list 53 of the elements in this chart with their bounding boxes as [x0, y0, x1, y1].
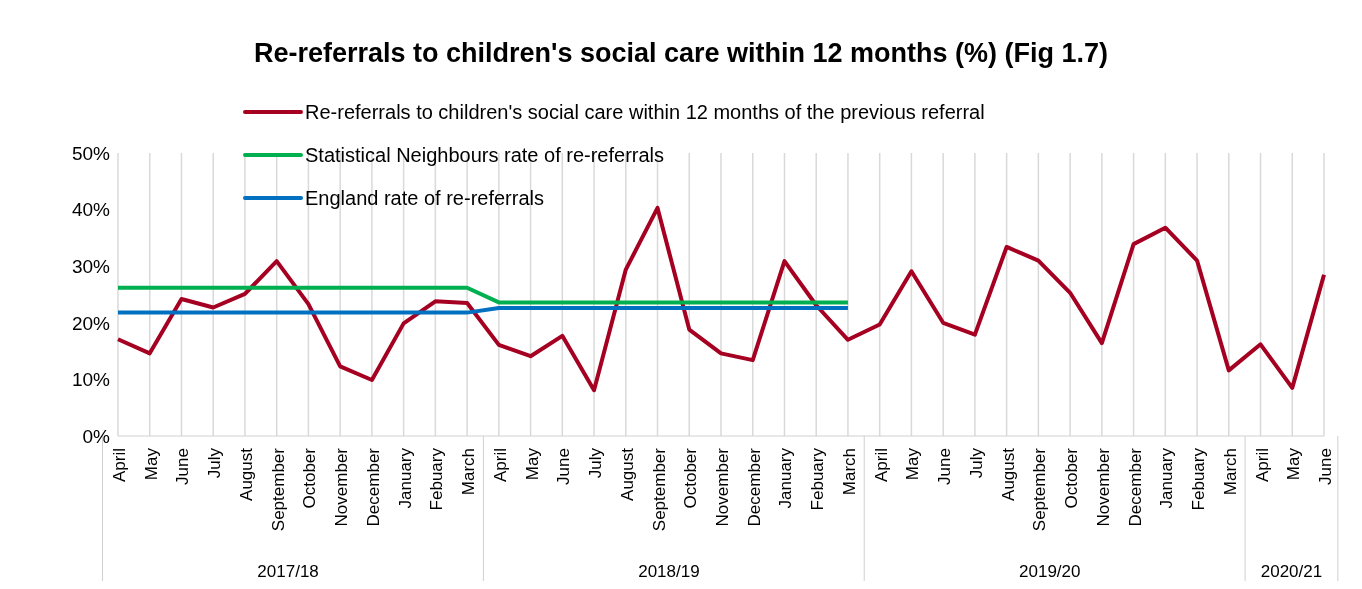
x-tick-label: April — [110, 448, 129, 483]
text: 2018/19 — [638, 562, 700, 581]
x-tick-label: July — [205, 447, 225, 479]
x-tick-label: July — [586, 447, 606, 479]
legend-label: Statistical Neighbours rate of re-referrals — [305, 143, 665, 167]
x-tick-label: November — [713, 447, 732, 527]
x-tick-label: September — [268, 447, 288, 532]
y-tick-label: 50% — [71, 142, 111, 164]
x-tick-label: June — [173, 448, 193, 485]
x-tick-label: September — [649, 447, 669, 532]
x-tick-label: Febuary — [808, 447, 828, 511]
x-tick-label: June — [1316, 448, 1335, 485]
x-tick-label: March — [459, 448, 479, 496]
x-tick-label: April — [490, 448, 510, 483]
x-tick-label: September — [1030, 447, 1050, 532]
y-tick-label: 10% — [71, 369, 111, 391]
y-tick-label: 30% — [71, 255, 111, 277]
x-tick-label: August — [236, 447, 256, 501]
x-tick-label: May — [141, 447, 161, 481]
x-tick-label: March — [1220, 448, 1240, 496]
text: 2017/18 — [257, 562, 319, 581]
x-tick-label: Febuary — [427, 447, 447, 511]
x-tick-label: June — [554, 448, 574, 485]
x-tick-label: April — [871, 448, 891, 483]
x-tick-label: May — [1284, 447, 1304, 481]
x-tick-label: May — [522, 447, 542, 481]
x-tick-label: December — [1125, 447, 1145, 527]
x-tick-label: Febuary — [1189, 447, 1209, 511]
legend-label: England rate of re-referrals — [305, 186, 545, 210]
x-tick-label: August — [998, 447, 1018, 501]
legend-label: Re-referrals to children's social care within 12 months of the previous referral — [305, 100, 985, 124]
x-tick-label: January — [1157, 447, 1177, 509]
x-tick-label: October — [681, 447, 701, 509]
x-tick-label: December — [744, 447, 764, 527]
x-tick-label: May — [903, 447, 923, 481]
x-tick-label: November — [332, 447, 352, 527]
y-tick-label: 0% — [82, 425, 111, 447]
x-tick-label: November — [1093, 447, 1113, 527]
y-tick-label: 40% — [71, 199, 111, 221]
x-tick-label: January — [395, 447, 415, 509]
x-tick-label: July — [966, 447, 986, 479]
x-tick-label: October — [300, 447, 320, 509]
x-tick-label: December — [363, 447, 383, 527]
text: 2019/20 — [1019, 562, 1081, 581]
x-tick-label: March — [839, 448, 859, 496]
x-tick-label: January — [776, 447, 796, 509]
chart-title: Re-referrals to children's social care within 12 months (%) (Fig 1.7) — [252, 38, 1110, 69]
x-tick-label: April — [1252, 448, 1272, 483]
x-tick-label: October — [1062, 447, 1082, 509]
x-tick-label: August — [617, 447, 637, 501]
x-tick-label: June — [935, 448, 955, 485]
text: 2020/21 — [1260, 562, 1323, 581]
y-tick-label: 20% — [71, 312, 111, 334]
